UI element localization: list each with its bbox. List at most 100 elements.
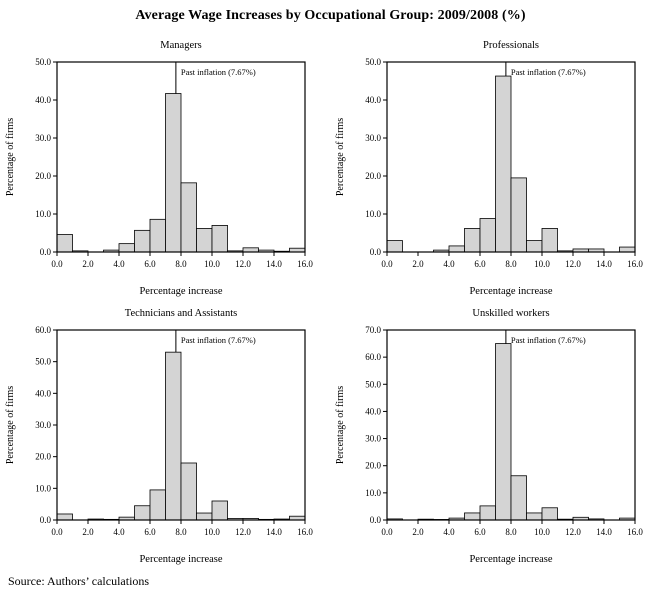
- histogram-bar: [242, 247, 259, 253]
- x-tick-label: 12.0: [235, 259, 251, 269]
- histogram-professionals: Past inflation (7.67%) 0.0 10.0 20.0 30.0 40.…: [335, 40, 643, 297]
- y-tick-label: 10.0: [35, 483, 51, 493]
- x-axis-title: Percentage increase: [139, 286, 222, 297]
- y-tick-label: 20.0: [35, 171, 51, 181]
- x-tick-label: 0.0: [381, 259, 393, 269]
- x-tick-label: 0.0: [51, 259, 63, 269]
- panel-managers: Past inflation (7.67%) 0.0 10.0 20.0 30.0 40.…: [0, 34, 330, 302]
- y-tick-label: 0.0: [370, 247, 382, 257]
- histogram-bar: [510, 475, 527, 521]
- panel-title: Technicians and Assistants: [125, 308, 237, 319]
- past-inflation-label: Past inflation (7.67%): [511, 335, 586, 345]
- panel-title: Managers: [160, 40, 201, 51]
- histogram-bar: [541, 507, 558, 521]
- histogram-bar: [134, 505, 151, 521]
- x-tick-label: 8.0: [505, 527, 517, 537]
- x-tick-label: 12.0: [235, 527, 251, 537]
- histogram-bar: [495, 343, 512, 521]
- histogram-bar: [180, 462, 197, 521]
- histogram-bar: [118, 243, 135, 253]
- histogram-bar: [165, 351, 182, 521]
- y-tick-label: 10.0: [365, 209, 381, 219]
- histogram-bar: [211, 224, 228, 253]
- histogram-bar: [510, 177, 527, 253]
- x-tick-label: 0.0: [381, 527, 393, 537]
- histogram-bar: [479, 218, 496, 253]
- x-tick-label: 0.0: [51, 527, 63, 537]
- past-inflation-label: Past inflation (7.67%): [511, 67, 586, 77]
- chart-grid: Past inflation (7.67%) 0.0 10.0 20.0 30.0 40.…: [0, 34, 660, 570]
- histogram-bar: [526, 240, 543, 253]
- x-tick-label: 4.0: [113, 259, 125, 269]
- y-tick-label: 10.0: [35, 209, 51, 219]
- x-tick-label: 14.0: [266, 527, 282, 537]
- histogram-bar: [619, 246, 636, 253]
- histogram-bar: [464, 512, 481, 521]
- x-tick-label: 10.0: [534, 259, 550, 269]
- x-tick-label: 2.0: [82, 527, 94, 537]
- x-tick-label: 2.0: [412, 259, 424, 269]
- histogram-bar: [149, 489, 166, 521]
- y-tick-label: 40.0: [365, 95, 381, 105]
- y-tick-label: 0.0: [40, 247, 52, 257]
- histogram-bar: [464, 228, 481, 253]
- x-tick-label: 8.0: [175, 527, 187, 537]
- histogram-bar: [541, 228, 558, 253]
- x-tick-label: 4.0: [443, 527, 455, 537]
- x-axis-title: Percentage increase: [469, 554, 552, 565]
- x-tick-label: 14.0: [266, 259, 282, 269]
- x-tick-label: 6.0: [144, 527, 156, 537]
- histogram-unskilled-workers: Past inflation (7.67%) 0.0 10.0 20.0 30.0 40.…: [335, 308, 643, 565]
- x-tick-label: 16.0: [297, 527, 313, 537]
- histogram-managers: Past inflation (7.67%) 0.0 10.0 20.0 30.0 40.…: [5, 40, 313, 297]
- y-tick-label: 0.0: [370, 515, 382, 525]
- histogram-bar: [134, 229, 151, 253]
- y-tick-label: 70.0: [365, 325, 381, 335]
- y-tick-label: 40.0: [35, 388, 51, 398]
- x-tick-label: 2.0: [412, 527, 424, 537]
- x-tick-label: 12.0: [565, 259, 581, 269]
- x-tick-label: 14.0: [596, 259, 612, 269]
- x-tick-label: 4.0: [443, 259, 455, 269]
- histogram-bar: [495, 75, 512, 253]
- past-inflation-label: Past inflation (7.67%): [181, 335, 256, 345]
- y-axis-title: Percentage of firms: [5, 118, 16, 196]
- x-tick-label: 10.0: [204, 527, 220, 537]
- panel-technicians-assistants: Past inflation (7.67%) 0.0 10.0 20.0 30.0 40.…: [0, 302, 330, 570]
- x-tick-label: 2.0: [82, 259, 94, 269]
- y-tick-label: 60.0: [35, 325, 51, 335]
- y-axis-title: Percentage of firms: [5, 386, 16, 464]
- y-tick-label: 40.0: [365, 406, 381, 416]
- y-tick-label: 50.0: [35, 357, 51, 367]
- y-axis-title: Percentage of firms: [335, 386, 346, 464]
- x-tick-label: 8.0: [505, 259, 517, 269]
- histogram-bar: [56, 513, 73, 521]
- y-tick-label: 30.0: [365, 133, 381, 143]
- y-tick-label: 0.0: [40, 515, 52, 525]
- y-tick-label: 30.0: [35, 133, 51, 143]
- x-axis-title: Percentage increase: [469, 286, 552, 297]
- histogram-bar: [196, 228, 213, 253]
- past-inflation-label: Past inflation (7.67%): [181, 67, 256, 77]
- x-tick-label: 16.0: [627, 527, 643, 537]
- histogram-bar: [448, 245, 465, 253]
- y-tick-label: 50.0: [35, 57, 51, 67]
- x-tick-label: 10.0: [534, 527, 550, 537]
- y-tick-label: 20.0: [35, 452, 51, 462]
- histogram-bar: [211, 500, 228, 521]
- histogram-bar: [479, 505, 496, 521]
- y-tick-label: 10.0: [365, 488, 381, 498]
- y-tick-label: 50.0: [365, 379, 381, 389]
- x-tick-label: 14.0: [596, 527, 612, 537]
- histogram-bar: [165, 93, 182, 253]
- source-note: Source: Authors’ calculations: [8, 574, 150, 588]
- y-axis-title: Percentage of firms: [335, 118, 346, 196]
- y-tick-label: 20.0: [365, 171, 381, 181]
- histogram-bar: [526, 512, 543, 521]
- y-tick-label: 40.0: [35, 95, 51, 105]
- y-tick-label: 50.0: [365, 57, 381, 67]
- x-tick-label: 6.0: [144, 259, 156, 269]
- panel-professionals: Past inflation (7.67%) 0.0 10.0 20.0 30.0 40.…: [330, 34, 660, 302]
- x-tick-label: 16.0: [627, 259, 643, 269]
